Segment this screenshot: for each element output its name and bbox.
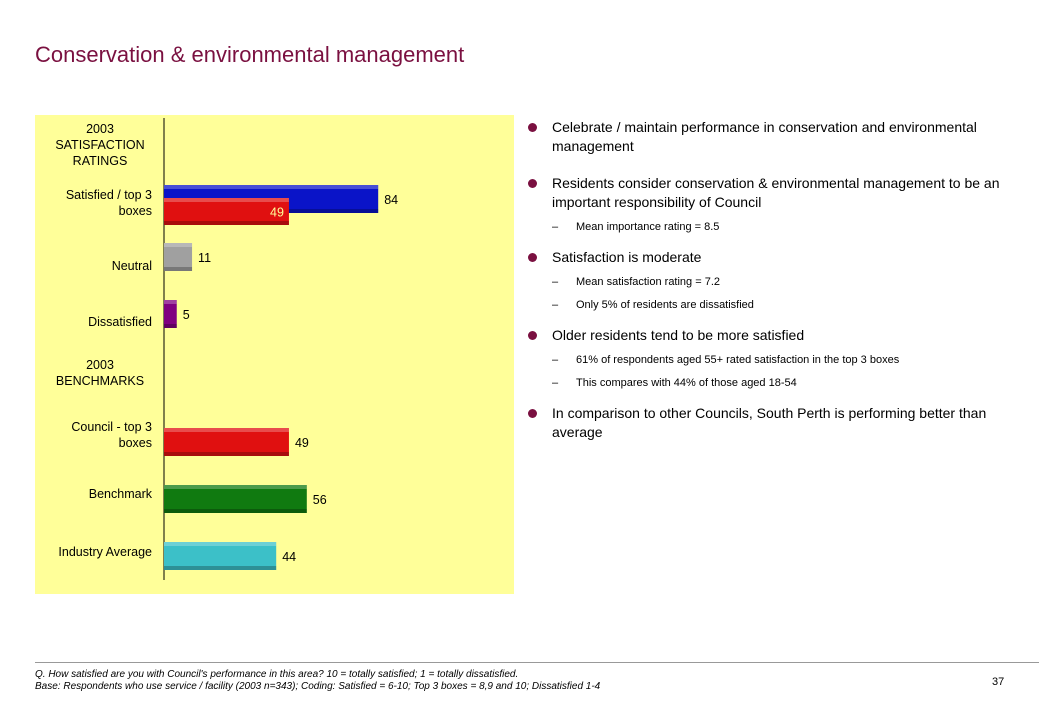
bullet-dot-icon [528,253,537,262]
bar-shadow [164,452,289,456]
sub-bullet-text: Mean satisfaction rating = 7.2 [576,276,720,288]
bar [164,428,289,456]
section-header-1: SATISFACTION [55,138,144,152]
category-label: boxes [119,204,152,218]
chart-panel: 2003 SATISFACTION RATINGS 2003 BENCHMARKS Sat… [35,115,514,594]
bar [164,300,177,328]
data-label: 49 [295,436,309,450]
bar-highlight [164,428,289,432]
bar-highlight [164,300,177,304]
bullet-dot-icon [528,331,537,340]
sub-bullet-item: – 61% of respondents aged 55+ rated satis… [528,353,1018,367]
bar-highlight [164,243,193,247]
dash-icon: – [552,221,559,233]
bullet-dot-icon [528,409,537,418]
section-header-1: 2003 [86,122,114,136]
bullet-dot-icon [528,179,537,188]
page-number: 37 [992,676,1005,688]
bar-chart: 2003 SATISFACTION RATINGS 2003 BENCHMARKS Sat… [55,118,398,580]
data-label: 56 [313,493,327,507]
data-label: 11 [198,251,211,265]
footnote-question: Q. How satisfied are you with Council's … [35,669,519,680]
bar [164,485,307,513]
bar [164,243,193,271]
bar [164,542,277,570]
bullet-item: In comparison to other Councils, South P… [528,404,1018,442]
dash-icon: – [552,377,559,389]
dash-icon: – [552,276,559,288]
bar [164,198,289,225]
sub-bullet-item: – Mean importance rating = 8.5 [528,220,1018,234]
sub-bullet-text: Only 5% of residents are dissatisfied [576,299,754,311]
bullet-text: In comparison to other Councils, South P… [552,405,987,440]
bar-highlight [164,185,379,189]
section-header-1: RATINGS [73,154,128,168]
sub-bullet-text: Mean importance rating = 8.5 [576,221,720,233]
dash-icon: – [552,299,559,311]
sub-bullet-item: – This compares with 44% of those aged 18… [528,376,1018,390]
footnote-base: Base: Respondents who use service / faci… [35,681,601,692]
category-label: Dissatisfied [88,315,152,329]
bullet-text: Older residents tend to be more satisfie… [552,327,805,343]
sub-bullet-item: – Only 5% of residents are dissatisfied [528,298,1018,312]
bullet-text: Residents consider conservation & enviro… [552,175,1000,210]
bullet-dot-icon [528,123,537,132]
bar-shadow [164,324,177,328]
data-label: 49 [270,206,284,220]
bullet-text: Satisfaction is moderate [552,249,702,265]
sub-bullet-text: This compares with 44% of those aged 18-… [576,377,797,389]
data-label: 5 [183,308,190,322]
bar-shadow [164,267,193,271]
category-label: Industry Average [58,545,152,559]
page-title: Conservation & environmental management [35,42,465,67]
bullet-text: Celebrate / maintain performance in cons… [552,119,977,154]
category-label: Council - top 3 [71,420,152,434]
bar-shadow [164,566,277,570]
bullet-item: Older residents tend to be more satisfie… [528,326,1018,345]
bar-shadow [164,221,289,225]
category-label: Satisfied / top 3 [66,188,152,202]
bar-highlight [164,198,289,202]
sub-bullet-item: – Mean satisfaction rating = 7.2 [528,275,1018,289]
bullet-list: Celebrate / maintain performance in cons… [528,118,1018,442]
category-label: Neutral [112,259,152,273]
category-label: boxes [119,436,152,450]
section-header-2: 2003 [86,358,114,372]
section-header-2: BENCHMARKS [56,374,144,388]
data-label: 84 [384,193,398,207]
sub-bullet-text: 61% of respondents aged 55+ rated satisf… [576,354,900,366]
bullet-item: Satisfaction is moderate [528,248,1018,267]
bar-highlight [164,485,307,489]
data-label: 44 [282,550,296,564]
bullet-item: Celebrate / maintain performance in cons… [528,118,1018,156]
bar-highlight [164,542,277,546]
bullet-item: Residents consider conservation & enviro… [528,174,1018,212]
footer-divider [35,662,1039,663]
dash-icon: – [552,354,559,366]
category-label: Benchmark [89,487,153,501]
bar-shadow [164,509,307,513]
footnote: Q. How satisfied are you with Council's … [35,669,600,693]
